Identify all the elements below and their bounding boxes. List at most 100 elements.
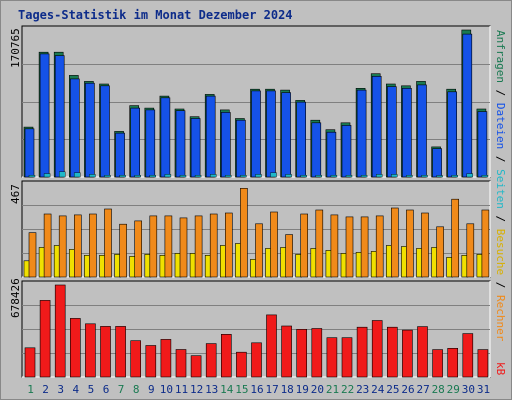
- x-tick-label-9: 9: [148, 383, 155, 396]
- bar-kb-18: [281, 325, 292, 378]
- bar-dateien-7: [115, 132, 125, 178]
- bar-dateien-1: [24, 128, 35, 178]
- bar-dateien-30: [462, 33, 473, 178]
- bar-dateien-20: [311, 122, 322, 178]
- bar-dateien-18: [281, 92, 291, 178]
- bar-seiten-8: [134, 175, 141, 178]
- bar-rechner-21: [330, 214, 339, 278]
- bar-rechner-5: [89, 213, 97, 278]
- bar-dateien-17: [266, 90, 276, 178]
- bar-rechner-20: [315, 209, 324, 278]
- bar-seiten-23: [360, 175, 368, 178]
- bar-seiten-26: [406, 175, 413, 178]
- bar-dateien-16: [251, 90, 261, 178]
- x-tick-label-6: 6: [103, 383, 110, 396]
- bar-seiten-22: [345, 175, 353, 178]
- x-tick-label-25: 25: [386, 383, 399, 396]
- bar-kb-2: [39, 300, 51, 378]
- bar-dateien-12: [190, 118, 201, 178]
- bar-kb-1: [24, 347, 36, 378]
- bar-kb-12: [190, 355, 202, 378]
- bar-seiten-18: [285, 174, 292, 178]
- x-tick-label-29: 29: [447, 383, 460, 396]
- bar-kb-24: [371, 320, 383, 378]
- bar-rechner-17: [270, 211, 278, 278]
- bar-rechner-22: [345, 216, 354, 278]
- bar-seiten-17: [270, 172, 277, 178]
- bar-rechner-14: [225, 212, 233, 278]
- x-tick-label-19: 19: [296, 383, 309, 396]
- bar-dateien-29: [447, 91, 458, 178]
- bar-seiten-9: [149, 175, 157, 178]
- bar-rechner-7: [119, 223, 127, 278]
- bar-kb-31: [477, 349, 489, 378]
- bar-rechner-27: [421, 212, 429, 278]
- bar-seiten-5: [89, 174, 96, 178]
- bar-rechner-29: [451, 198, 460, 278]
- bar-rechner-26: [406, 209, 414, 278]
- bar-rechner-6: [104, 208, 112, 278]
- bar-seiten-12: [194, 175, 202, 178]
- bar-seiten-6: [104, 175, 111, 178]
- bar-kb-10: [160, 339, 172, 378]
- x-tick-label-17: 17: [265, 383, 278, 396]
- bar-dateien-3: [54, 55, 65, 178]
- x-tick-label-16: 16: [250, 383, 263, 396]
- bar-kb-9: [145, 345, 157, 378]
- bar-dateien-28: [432, 148, 442, 178]
- bar-rechner-8: [134, 220, 142, 278]
- bar-kb-22: [341, 337, 353, 378]
- bar-kb-19: [296, 328, 308, 378]
- bar-rechner-11: [179, 217, 188, 278]
- bar-kb-27: [417, 326, 428, 378]
- bar-kb-7: [115, 326, 126, 378]
- bar-rechner-15: [240, 188, 248, 278]
- bar-seiten-16: [255, 174, 262, 178]
- bar-rechner-13: [209, 213, 218, 278]
- x-tick-label-23: 23: [356, 383, 369, 396]
- bar-kb-8: [130, 340, 141, 378]
- bar-kb-15: [236, 351, 247, 378]
- x-tick-label-1: 1: [27, 383, 34, 396]
- x-tick-label-22: 22: [341, 383, 354, 396]
- x-tick-label-28: 28: [432, 383, 445, 396]
- bar-rechner-19: [300, 213, 309, 278]
- bar-rechner-3: [58, 215, 67, 278]
- bar-dateien-8: [130, 107, 140, 178]
- bar-seiten-30: [466, 173, 473, 178]
- bar-seiten-24: [376, 174, 383, 178]
- x-tick-label-12: 12: [190, 383, 203, 396]
- bar-kb-28: [432, 349, 443, 378]
- x-tick-label-24: 24: [371, 383, 385, 396]
- bar-kb-26: [402, 329, 413, 378]
- chart-title: Tages-Statistik im Monat Dezember 2024: [18, 8, 293, 22]
- bar-dateien-13: [205, 95, 216, 178]
- bar-rechner-31: [481, 209, 490, 278]
- bar-seiten-13: [209, 174, 217, 178]
- x-tick-label-31: 31: [477, 383, 490, 396]
- bar-seiten-21: [330, 175, 338, 178]
- bar-kb-13: [205, 343, 217, 378]
- bar-rechner-9: [149, 215, 158, 278]
- bar-dateien-11: [175, 110, 186, 178]
- bar-dateien-24: [371, 76, 382, 178]
- bar-seiten-28: [436, 175, 443, 178]
- bar-dateien-15: [236, 119, 246, 178]
- bar-dateien-5: [85, 82, 95, 178]
- bar-seiten-1: [28, 175, 36, 178]
- bar-seiten-3: [59, 171, 66, 178]
- bar-dateien-31: [477, 111, 488, 178]
- bar-rechner-10: [164, 215, 173, 278]
- bar-dateien-10: [160, 97, 171, 178]
- bar-seiten-27: [421, 175, 428, 178]
- bar-dateien-27: [417, 84, 427, 178]
- bar-dateien-4: [70, 78, 80, 178]
- bar-kb-29: [447, 347, 459, 378]
- x-tick-label-18: 18: [281, 383, 294, 396]
- bar-seiten-19: [300, 175, 307, 178]
- x-tick-label-4: 4: [72, 383, 79, 396]
- bar-seiten-4: [74, 172, 81, 178]
- x-tick-label-8: 8: [133, 383, 140, 396]
- x-tick-label-14: 14: [220, 383, 234, 396]
